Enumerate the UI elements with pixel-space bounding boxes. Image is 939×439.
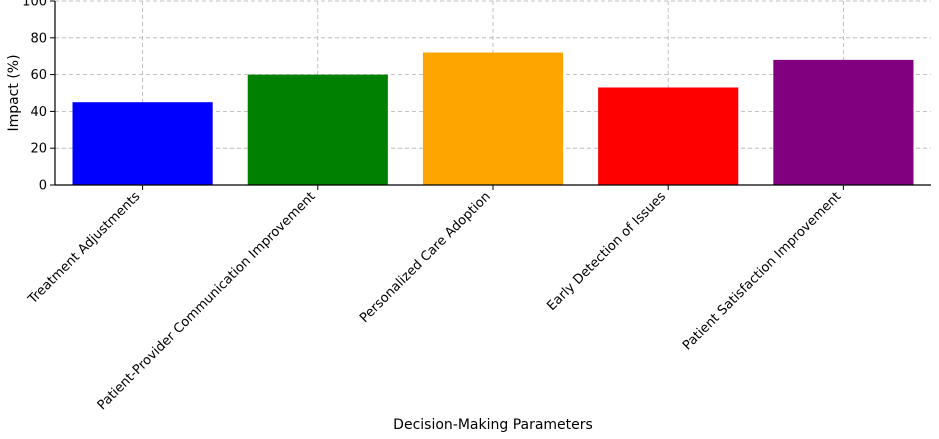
bar bbox=[598, 87, 739, 185]
y-tick-label: 0 bbox=[39, 179, 47, 194]
x-tick-label: Treatment Adjustments bbox=[25, 189, 144, 308]
y-tick-label: 80 bbox=[30, 31, 47, 46]
y-tick-label: 100 bbox=[22, 0, 47, 10]
x-tick-label: Personalized Care Adoption bbox=[357, 189, 494, 326]
y-axis-title: Impact (%) bbox=[6, 54, 22, 131]
y-tick-labels: 0 20 40 60 80 100 bbox=[22, 0, 47, 194]
y-tick-label: 20 bbox=[30, 142, 47, 157]
bar bbox=[247, 74, 388, 185]
bar bbox=[773, 59, 914, 185]
x-axis-title: Decision-Making Parameters bbox=[393, 417, 593, 433]
x-tick-label: Patient-Provider Communication Improveme… bbox=[95, 189, 319, 413]
x-tick-label: Early Detection of Issues bbox=[544, 189, 669, 314]
y-tick-label: 40 bbox=[30, 105, 47, 120]
bar bbox=[72, 102, 213, 185]
bar bbox=[422, 52, 564, 185]
axes bbox=[50, 0, 931, 190]
x-tick-label: Patient Satisfaction Improvement bbox=[680, 189, 844, 353]
y-tick-label: 60 bbox=[30, 68, 47, 83]
bars bbox=[72, 52, 914, 185]
